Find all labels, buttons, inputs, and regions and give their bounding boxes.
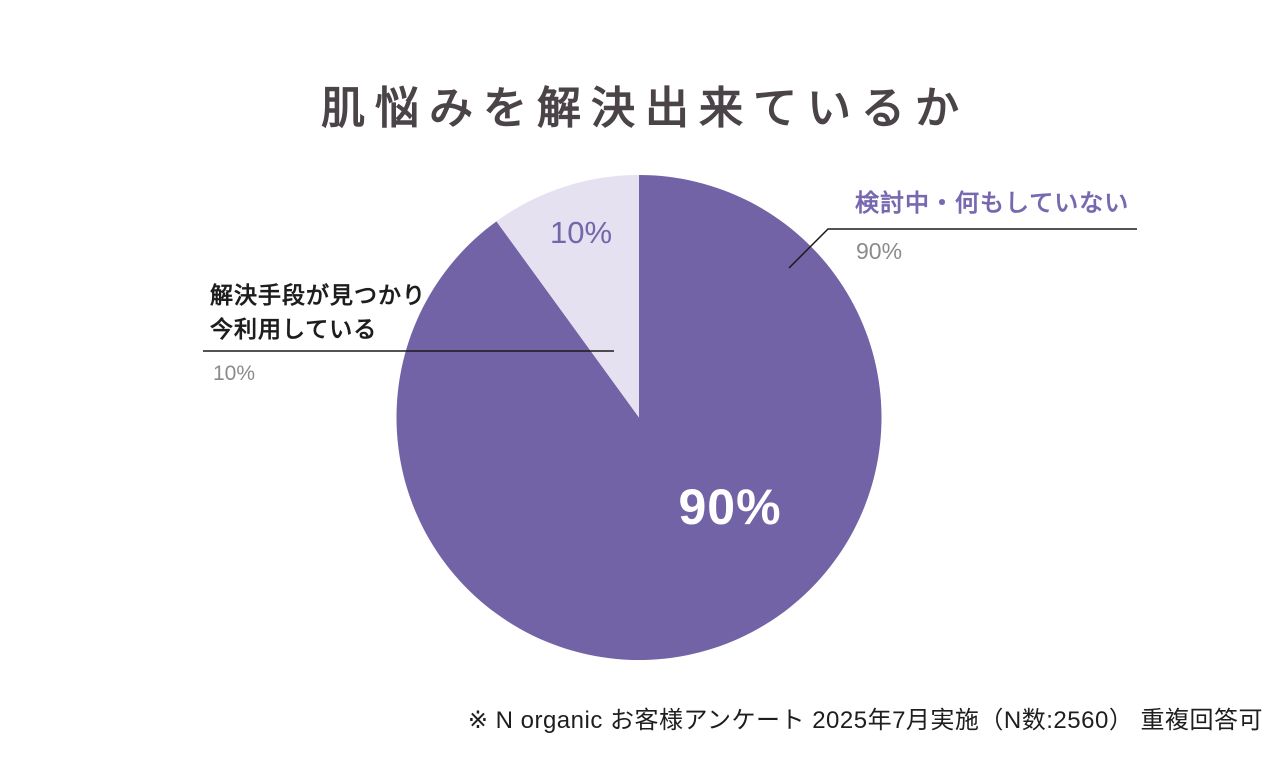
annotation-left-value: 10% bbox=[213, 362, 256, 385]
annotation-left-label-line2: 今利用している bbox=[210, 316, 378, 342]
pie-slices bbox=[396, 175, 882, 660]
annotation-left-label-line1: 解決手段が見つかり bbox=[210, 282, 426, 308]
pie-slice-10pct bbox=[496, 175, 639, 418]
leader-line-right bbox=[788, 228, 1137, 269]
slice-value-minor: 10% bbox=[549, 215, 613, 250]
pie-slice-90pct bbox=[396, 175, 882, 660]
page-title: 肌悩みを解決出来ているか bbox=[321, 84, 969, 133]
slice-value-major: 90% bbox=[678, 479, 782, 535]
annotation-right-label: 検討中・何もしていない bbox=[855, 190, 1130, 217]
source-note: ※ N organic お客様アンケート 2025年7月実施（N数:2560） … bbox=[467, 707, 1263, 734]
annotation-right-value: 90% bbox=[856, 238, 903, 264]
annotation-left-label: 解決手段が見つかり 今利用している bbox=[210, 278, 426, 346]
